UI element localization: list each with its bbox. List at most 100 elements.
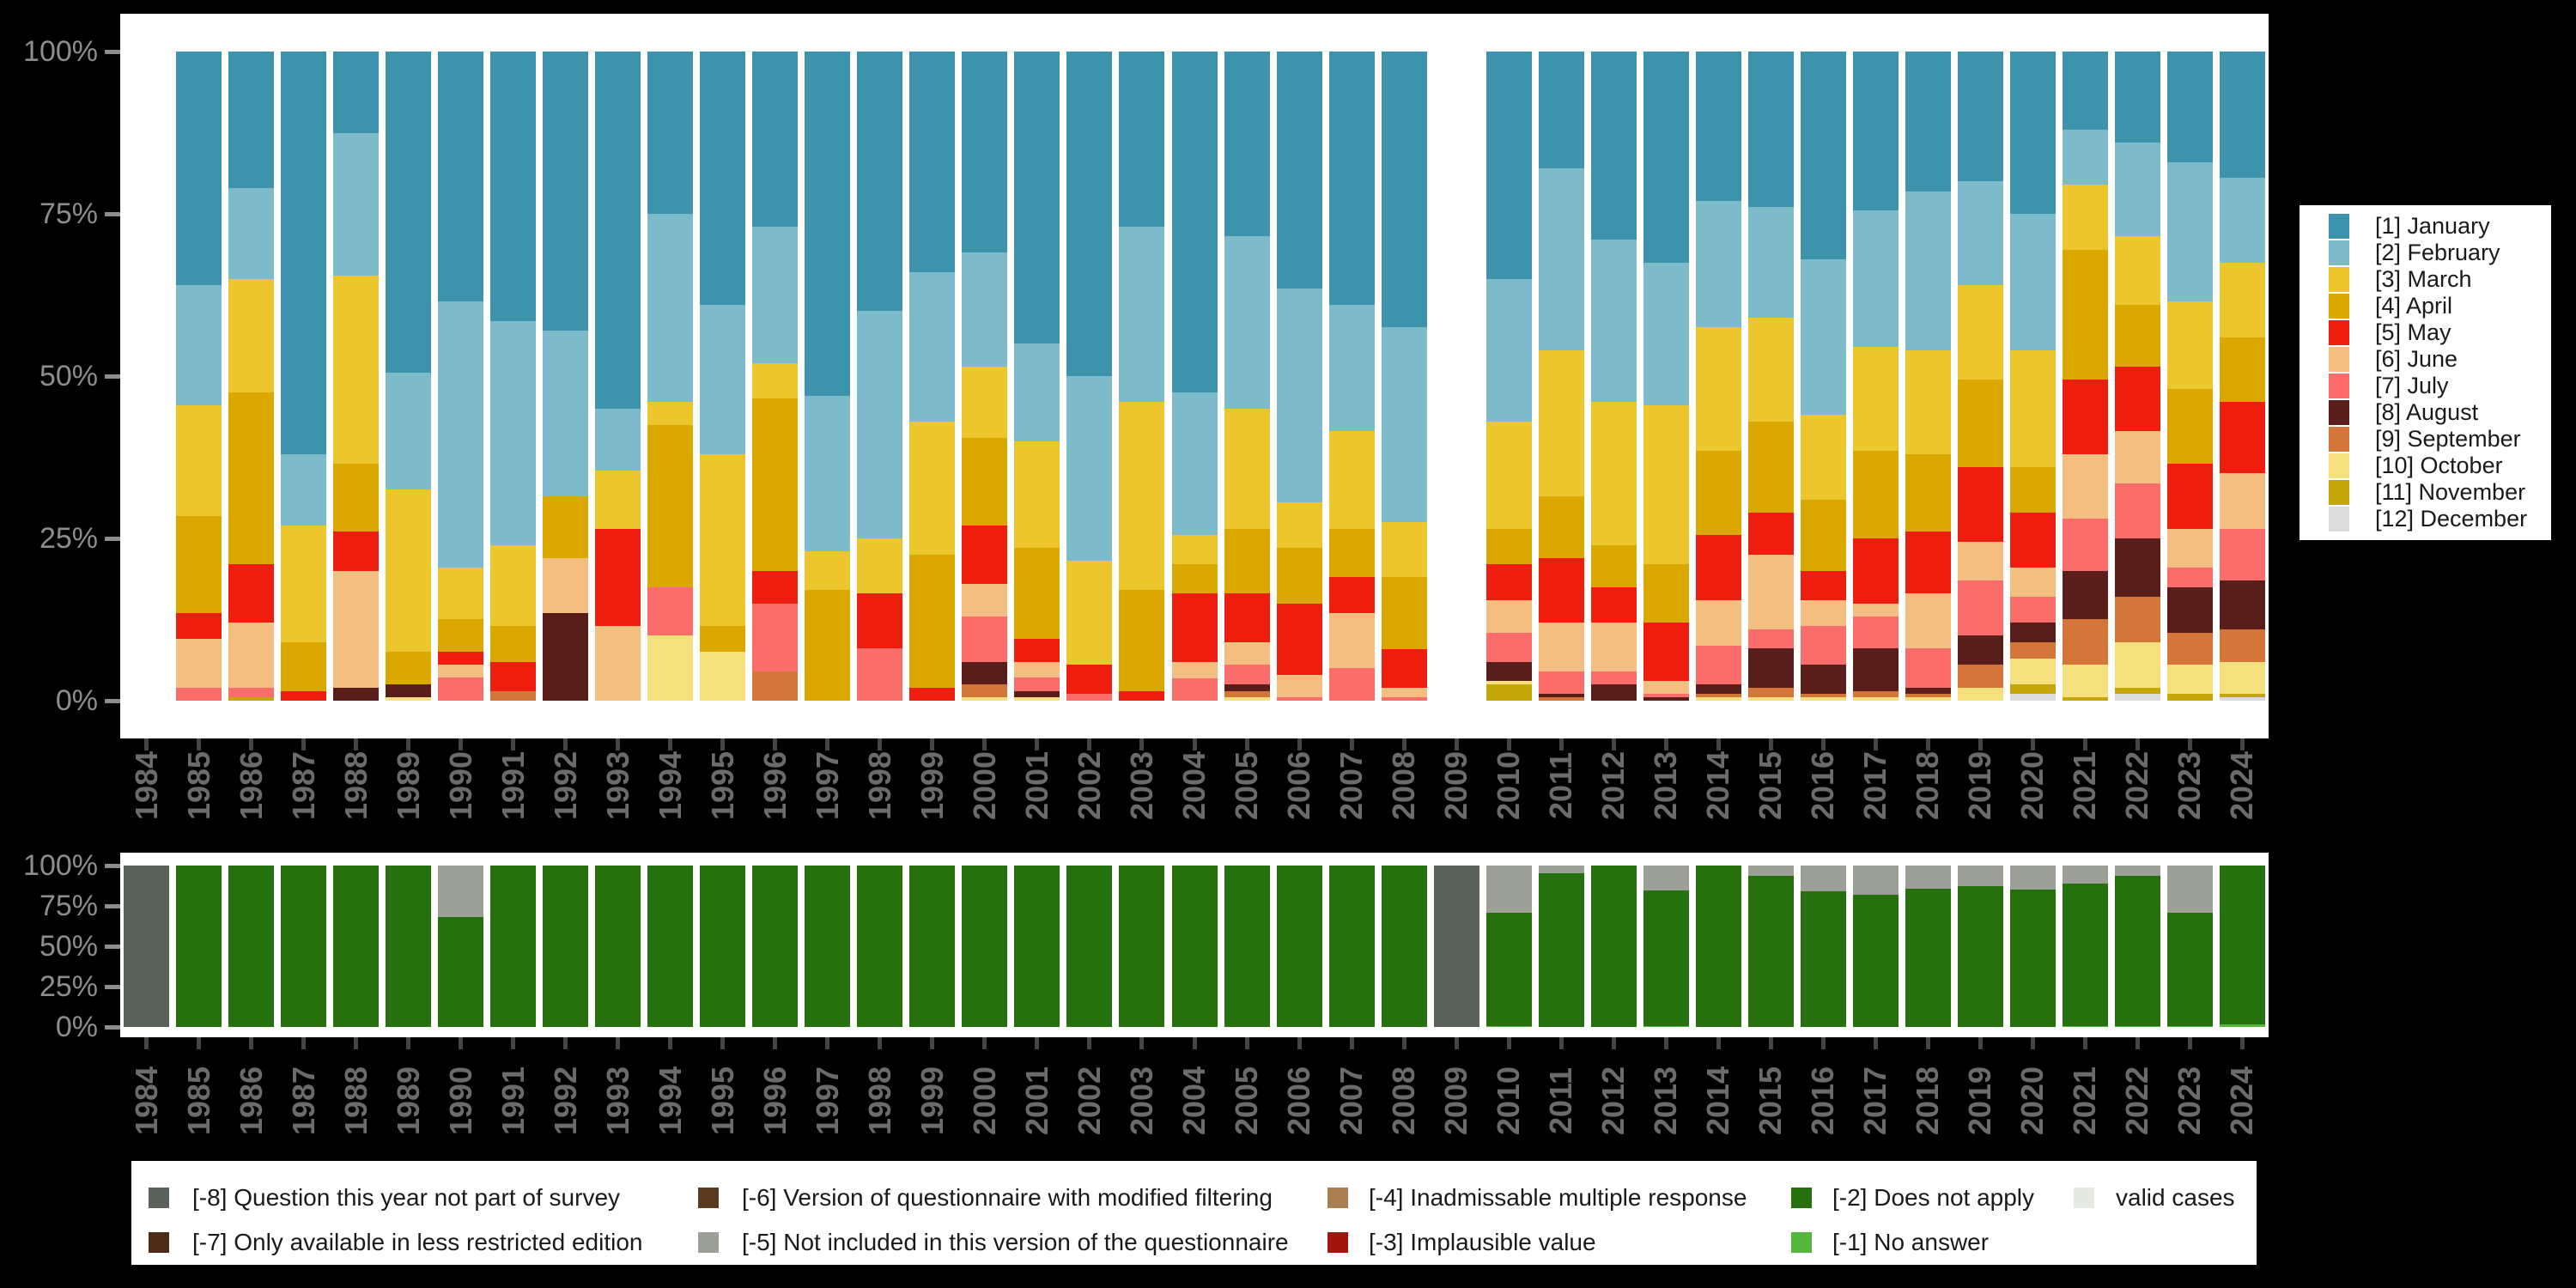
months-x-tick-2005 [1244, 738, 1249, 750]
months-bar-2021-segment-2 [2062, 129, 2108, 185]
missing-x-label-2007: 2007 [1334, 1066, 1370, 1136]
months-bar-1998-segment-1 [857, 52, 903, 312]
months-x-tick-2013 [1663, 738, 1668, 750]
months-x-tick-1998 [878, 738, 883, 750]
months-bar-2015-segment-3 [1747, 317, 1794, 422]
missing-bar-1985-segment--2 [176, 866, 222, 1027]
months-bar-2006-segment-7 [1276, 697, 1322, 701]
month-legend-swatch-icon-6 [2329, 347, 2349, 372]
months-bar-2014-segment-6 [1695, 599, 1741, 646]
missing-bar-2019 [1957, 866, 2003, 1027]
months-bar-1990-segment-2 [438, 301, 484, 568]
months-bar-2010-segment-10 [1485, 681, 1532, 685]
months-bar-2020-segment-3 [2009, 349, 2056, 467]
months-bar-1988-segment-8 [333, 687, 380, 701]
months-bar-2023-segment-5 [2166, 464, 2213, 529]
months-bar-1997-segment-3 [805, 551, 851, 591]
months-bar-2016-segment-2 [1800, 258, 1846, 416]
months-x-label-1993: 1993 [599, 750, 635, 821]
months-bar-2010-segment-2 [1485, 278, 1532, 422]
months-bar-2015-segment-9 [1747, 687, 1794, 698]
month-legend: [1] January [2] February [3] March [4] Apri… [2300, 205, 2551, 540]
missing-bar-2017-segment--5 [1852, 866, 1899, 895]
months-bar-2015-segment-2 [1747, 207, 1794, 318]
months-x-tick-2011 [1558, 738, 1564, 750]
missing-x-label-1988: 1988 [337, 1066, 374, 1136]
missing-bar-2017-segment--2 [1852, 894, 1899, 1027]
missing-bar-1986 [228, 866, 275, 1027]
months-x-tick-2017 [1873, 738, 1878, 750]
months-bar-2001-segment-10 [1014, 697, 1060, 701]
missing-x-label-1991: 1991 [495, 1066, 531, 1136]
months-bar-2000 [962, 52, 1008, 701]
months-bar-2014-segment-2 [1695, 200, 1741, 328]
missing-x-label-2011: 2011 [1543, 1066, 1579, 1135]
missing-bar-1986-segment--2 [228, 866, 275, 1027]
missing-y-label-50: 50% [39, 930, 98, 963]
months-bar-2003-segment-2 [1119, 227, 1165, 403]
months-bar-2008-segment-6 [1381, 687, 1427, 698]
missing-x-label-2009: 2009 [1438, 1066, 1474, 1136]
months-x-label-2017: 2017 [1857, 750, 1893, 821]
missing-bar-1991-segment--2 [490, 866, 537, 1027]
months-bar-1990-segment-1 [438, 52, 484, 302]
months-x-tick-1997 [825, 738, 830, 750]
missing-x-tick-2004 [1192, 1037, 1197, 1049]
months-bar-2014-segment-10 [1695, 697, 1741, 701]
month-legend-item-5: [5] May [2329, 319, 2551, 346]
months-bar-1998-segment-3 [857, 538, 903, 594]
missing-legend-swatch-icon-valid [2074, 1188, 2094, 1208]
months-bar-2022-segment-1 [2114, 52, 2160, 143]
months-bar-1996-segment-3 [752, 362, 799, 399]
months-bar-2024-segment-10 [2219, 661, 2265, 695]
missing-x-label-2016: 2016 [1805, 1066, 1841, 1136]
months-bar-1995-segment-2 [700, 304, 746, 454]
missing-x-label-2008: 2008 [1386, 1066, 1422, 1136]
months-x-tick-2001 [1035, 738, 1040, 750]
months-bar-2000-segment-4 [962, 437, 1008, 526]
months-bar-2014-segment-1 [1695, 52, 1741, 201]
missing-bar-2011-segment--2 [1538, 873, 1584, 1027]
months-x-tick-2019 [1978, 738, 1983, 750]
months-bar-2008-segment-4 [1381, 577, 1427, 649]
months-bar-1996-segment-4 [752, 398, 799, 571]
months-x-tick-2009 [1454, 738, 1459, 750]
months-bar-2007-segment-3 [1328, 431, 1375, 529]
missing-x-label-2015: 2015 [1753, 1066, 1789, 1136]
months-bar-2003-segment-3 [1119, 402, 1165, 591]
months-bar-2012 [1590, 52, 1637, 701]
missing-bar-2023-segment--5 [2166, 866, 2213, 914]
months-bar-1991 [490, 52, 537, 701]
months-bar-2023-segment-8 [2166, 586, 2213, 633]
months-bar-1989-segment-1 [386, 52, 432, 374]
missing-bar-2009 [1433, 866, 1479, 1027]
months-bar-2022 [2114, 52, 2160, 701]
missing-y-tick-25 [105, 985, 120, 989]
months-x-label-2002: 2002 [1071, 750, 1107, 821]
month-legend-swatch-icon-10 [2329, 453, 2349, 478]
months-bar-2006-segment-5 [1276, 603, 1322, 675]
months-x-label-2003: 2003 [1123, 750, 1159, 821]
missing-bar-1990 [438, 866, 484, 1027]
months-bar-2001 [1014, 52, 1060, 701]
months-bar-2013-segment-1 [1643, 52, 1689, 263]
month-legend-item-2: [2] February [2329, 240, 2551, 266]
months-bar-1985 [176, 52, 222, 701]
missing-bar-2016 [1800, 866, 1846, 1027]
months-x-label-1999: 1999 [914, 750, 950, 821]
months-x-tick-2015 [1768, 738, 1773, 750]
missing-x-label-2005: 2005 [1229, 1066, 1265, 1136]
months-bar-2020-segment-5 [2009, 512, 2056, 568]
missing-bar-2011-segment--5 [1538, 866, 1584, 874]
months-x-label-1995: 1995 [704, 750, 740, 821]
months-x-label-1997: 1997 [809, 750, 845, 821]
missing-x-tick-1999 [930, 1037, 935, 1049]
missing-bar-2015-segment--2 [1747, 876, 1794, 1027]
missing-y-label-0: 0% [55, 1011, 98, 1043]
missing-bar-1994 [647, 866, 694, 1027]
months-bar-1996-segment-7 [752, 603, 799, 671]
months-x-label-2022: 2022 [2119, 750, 2155, 821]
months-bar-2003-segment-4 [1119, 590, 1165, 691]
months-bar-1993-segment-2 [595, 408, 641, 471]
missing-bar-2021-segment--1 [2062, 1026, 2108, 1027]
